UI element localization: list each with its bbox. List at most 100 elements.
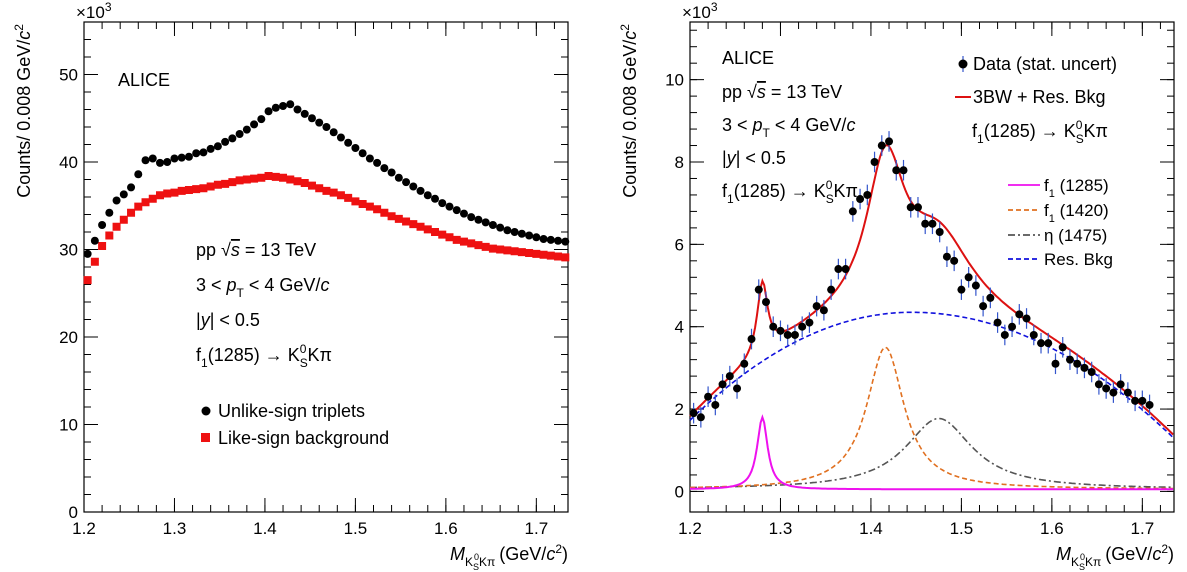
- anno-f: f: [196, 345, 202, 365]
- unlike-sign-point: [105, 208, 114, 217]
- unlike-sign-point: [452, 206, 461, 215]
- like-sign-point: [286, 175, 295, 184]
- like-sign-point: [98, 242, 107, 250]
- data-point: [696, 413, 705, 422]
- like-sign-point: [134, 202, 143, 211]
- anno-pt-c: c: [320, 275, 329, 295]
- legend-label-like: Like-sign background: [218, 428, 389, 448]
- anno-pt-lo: 3 <: [722, 115, 753, 135]
- data-point: [921, 219, 930, 228]
- data-point: [863, 190, 872, 199]
- unlike-sign-point: [365, 154, 374, 163]
- like-sign-point: [112, 222, 121, 231]
- data-point: [885, 137, 894, 146]
- data-point: [848, 207, 857, 216]
- unlike-sign-point: [423, 191, 432, 200]
- x-axis-label: MKS0Kπ (GeV/c2): [450, 542, 568, 572]
- x-label-units: (GeV/: [499, 544, 546, 564]
- data-point: [1102, 384, 1111, 393]
- unlike-sign-point: [488, 221, 497, 229]
- unlike-sign-point: [163, 158, 172, 166]
- anno-y-rest: | < 0.5: [736, 148, 786, 168]
- data-point: [913, 203, 922, 212]
- like-sign-point: [242, 175, 251, 184]
- y-tick-label: 30: [59, 241, 78, 260]
- y-axis-label-exp: 2: [12, 24, 26, 31]
- anno-f-sub: 1: [727, 192, 734, 206]
- multiplier-exponent: 3: [105, 0, 112, 14]
- anno-f-sub: 1: [201, 356, 208, 370]
- like-sign-point: [402, 217, 411, 226]
- legend-decay-Kpi: Kπ: [1083, 121, 1107, 141]
- like-sign-point: [83, 276, 92, 285]
- unlike-sign-point: [293, 105, 302, 114]
- unlike-sign-point: [351, 144, 360, 152]
- anno-y-bar: |: [196, 310, 201, 330]
- anno-Kpi: Kπ: [307, 345, 331, 365]
- unlike-sign-point: [235, 130, 244, 138]
- data-point: [1058, 343, 1067, 352]
- data-point: [935, 228, 944, 236]
- like-sign-point: [488, 244, 497, 253]
- legend-label-component: η (1475): [1044, 226, 1107, 245]
- unlike-sign-point: [561, 237, 570, 246]
- x-tick-label: 1.5: [950, 519, 974, 538]
- like-sign-point: [127, 208, 136, 217]
- like-sign-point: [532, 249, 541, 258]
- like-sign-point: [184, 186, 193, 194]
- x-label-units: (GeV/: [1105, 544, 1152, 564]
- legend-comp-mass: (1420): [1055, 201, 1109, 220]
- annotation-pt: 3 < pT < 4 GeV/c: [722, 115, 855, 140]
- unlike-sign-point: [112, 196, 121, 205]
- annotation-rapidity: |y| < 0.5: [722, 148, 786, 168]
- unlike-sign-point: [358, 149, 367, 158]
- anno-y-bar: |: [722, 148, 727, 168]
- like-sign-point: [177, 186, 186, 195]
- unlike-sign-point: [90, 236, 99, 245]
- like-sign-point: [170, 188, 179, 197]
- like-sign-point: [199, 184, 208, 193]
- experiment-label: ALICE: [118, 70, 170, 90]
- unlike-sign-point: [329, 128, 338, 137]
- data-point: [711, 400, 720, 409]
- unlike-sign-point: [155, 158, 164, 167]
- x-label-sub-K: K: [1071, 555, 1079, 569]
- like-sign-point: [539, 250, 548, 259]
- like-sign-point: [517, 248, 526, 257]
- unlike-sign-point: [525, 231, 534, 240]
- y-axis-label-c: c: [620, 31, 640, 40]
- legend-decay-fsub: 1: [977, 132, 984, 146]
- unlike-sign-point: [496, 223, 505, 232]
- unlike-sign-point: [474, 215, 483, 224]
- data-point: [812, 302, 821, 311]
- y-axis-label: Counts/ 0.008 GeV/c2: [12, 24, 34, 198]
- like-sign-point: [105, 231, 114, 240]
- x-tick-label: 1.6: [434, 519, 458, 538]
- y-axis-label-exp: 2: [618, 24, 632, 31]
- data-point: [1044, 339, 1053, 348]
- like-sign-point: [423, 225, 432, 234]
- like-sign-point: [416, 222, 425, 231]
- unlike-sign-point: [467, 213, 476, 222]
- like-sign-point: [264, 172, 273, 180]
- unlike-sign-point: [431, 194, 440, 203]
- like-sign-point: [409, 220, 418, 229]
- legend-label-component: f1 (1285): [1044, 176, 1109, 200]
- anno-pt-T: T: [237, 286, 245, 300]
- like-sign-point: [235, 176, 244, 185]
- anno-pp: pp: [196, 240, 221, 260]
- data-point: [986, 293, 995, 302]
- like-sign-point: [365, 202, 374, 211]
- like-sign-point: [481, 242, 490, 251]
- data-point: [827, 285, 836, 294]
- data-point: [979, 302, 988, 311]
- like-sign-point: [206, 182, 215, 191]
- y-axis-label-c: c: [14, 31, 34, 40]
- unlike-sign-point: [213, 142, 222, 151]
- unlike-sign-point: [199, 148, 208, 157]
- like-sign-point: [503, 246, 512, 255]
- like-sign-point: [387, 212, 396, 221]
- data-point: [747, 335, 756, 344]
- like-sign-point: [322, 186, 331, 195]
